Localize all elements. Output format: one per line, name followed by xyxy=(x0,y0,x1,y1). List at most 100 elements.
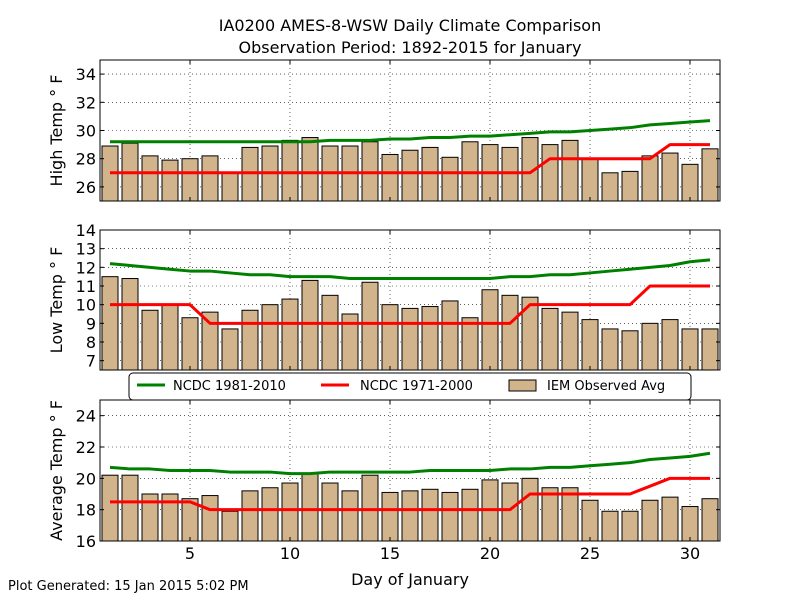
bar-low-day-29 xyxy=(661,319,679,370)
legend: NCDC 1981-2010 NCDC 1971-2000 IEM Observ… xyxy=(128,372,692,401)
bar-low-day-4 xyxy=(161,304,179,370)
bar-low-day-24 xyxy=(561,311,579,370)
bar-avg-day-13 xyxy=(341,490,359,541)
bar-low-day-27 xyxy=(621,330,639,370)
y-tick-label-low: 7 xyxy=(86,352,96,371)
legend-swatch-observed xyxy=(508,379,537,392)
x-axis-label: Day of January xyxy=(351,570,469,589)
line-high-ncdc-1971 xyxy=(110,143,710,175)
bar-avg-day-10 xyxy=(281,482,299,541)
bar-high-day-15 xyxy=(381,153,399,201)
x-tick-label: 25 xyxy=(580,544,600,563)
y-axis-label-low: Low Temp ° F xyxy=(47,247,66,354)
y-tick-label-high: 30 xyxy=(76,122,96,141)
legend-label-ncdc-1971: NCDC 1971-2000 xyxy=(360,379,473,394)
y-tick-label-low: 8 xyxy=(86,333,96,352)
panel-avg: 16 18 20 22 24 5 10 15 20 25 30 Average Temp ° F xyxy=(47,399,721,563)
bar-low-day-18 xyxy=(441,300,459,370)
bar-low-day-10 xyxy=(281,298,299,370)
bar-avg-day-29 xyxy=(661,496,679,541)
y-tick-label-high: 26 xyxy=(76,178,96,197)
bar-low-day-30 xyxy=(681,328,699,370)
bar-low-day-26 xyxy=(601,328,619,370)
line-avg-ncdc-1981 xyxy=(109,451,711,476)
bar-low-day-25 xyxy=(581,319,599,370)
bar-high-day-26 xyxy=(601,172,619,201)
y-tick-label-high: 34 xyxy=(76,65,96,84)
panel-high: 26 28 30 32 34 High Temp ° F xyxy=(47,59,721,202)
bar-low-day-22 xyxy=(521,296,539,370)
y-tick-label-avg: 22 xyxy=(76,438,96,457)
line-low-ncdc-1971 xyxy=(110,284,710,325)
bar-low-day-23 xyxy=(541,307,559,370)
y-axis-label-high: High Temp ° F xyxy=(47,75,66,187)
y-tick-label-low: 12 xyxy=(76,258,96,277)
legend-label-observed: IEM Observed Avg xyxy=(547,379,665,394)
bar-avg-day-19 xyxy=(461,488,479,541)
y-tick-label-high: 28 xyxy=(76,150,96,169)
plot-generated-footer: Plot Generated: 15 Jan 2015 5:02 PM xyxy=(8,579,249,594)
bar-low-day-1 xyxy=(101,276,119,370)
bar-avg-day-16 xyxy=(401,490,419,541)
bar-avg-day-15 xyxy=(381,491,399,541)
bar-low-day-3 xyxy=(141,309,159,370)
bar-low-day-12 xyxy=(321,294,339,370)
bar-low-day-9 xyxy=(261,304,279,370)
bar-high-day-10 xyxy=(281,139,299,201)
bar-low-day-7 xyxy=(221,328,239,370)
bar-low-day-31 xyxy=(701,328,719,370)
bar-avg-day-18 xyxy=(441,491,459,541)
bar-avg-day-9 xyxy=(261,487,279,541)
line-high-ncdc-1981 xyxy=(110,119,711,144)
bar-avg-day-24 xyxy=(561,487,579,541)
y-tick-label-low: 10 xyxy=(76,296,96,315)
bar-high-day-31 xyxy=(701,148,719,201)
bar-high-day-16 xyxy=(401,149,419,201)
bar-avg-day-25 xyxy=(581,499,599,541)
bar-low-day-6 xyxy=(201,311,219,370)
line-low-ncdc-1981 xyxy=(109,258,711,281)
y-tick-label-low: 13 xyxy=(76,240,96,259)
bar-avg-day-23 xyxy=(541,487,559,541)
bar-avg-day-4 xyxy=(161,493,179,541)
bar-high-day-25 xyxy=(581,158,599,201)
x-tick-label: 5 xyxy=(185,544,195,563)
plot-area-low xyxy=(101,258,719,370)
bar-avg-day-14 xyxy=(361,474,379,541)
bar-low-day-2 xyxy=(121,278,139,370)
bar-avg-day-1 xyxy=(101,474,119,541)
bar-high-day-11 xyxy=(301,137,319,201)
y-tick-label-avg: 24 xyxy=(76,407,96,426)
bar-high-day-30 xyxy=(681,163,699,201)
x-tick-label: 15 xyxy=(380,544,400,563)
bar-low-day-13 xyxy=(341,313,359,370)
x-tick-label: 20 xyxy=(480,544,500,563)
bar-avg-day-28 xyxy=(641,499,659,541)
bar-high-day-23 xyxy=(541,144,559,201)
bar-low-day-16 xyxy=(401,307,419,370)
bar-low-day-20 xyxy=(481,289,499,370)
bar-low-day-8 xyxy=(241,309,259,370)
y-tick-label-avg: 16 xyxy=(76,532,96,551)
bar-avg-day-7 xyxy=(221,510,239,541)
x-tick-label: 10 xyxy=(280,544,300,563)
bar-avg-day-2 xyxy=(121,474,139,541)
y-tick-label-low: 14 xyxy=(76,221,96,240)
bar-avg-day-11 xyxy=(301,473,319,541)
bar-high-day-4 xyxy=(161,159,179,201)
x-tick-label: 30 xyxy=(680,544,700,563)
bar-high-day-7 xyxy=(221,172,239,201)
bar-avg-day-31 xyxy=(701,498,719,541)
bar-avg-day-22 xyxy=(521,477,539,541)
bar-avg-day-21 xyxy=(501,482,519,541)
plot-frame-low xyxy=(99,229,721,371)
y-tick-label-low: 9 xyxy=(86,314,96,333)
bar-high-day-29 xyxy=(661,152,679,201)
bar-low-day-5 xyxy=(181,317,199,370)
bar-high-day-5 xyxy=(181,158,199,201)
bar-avg-day-6 xyxy=(201,495,219,541)
bar-high-day-22 xyxy=(521,137,539,201)
bar-avg-day-8 xyxy=(241,490,259,541)
bar-high-day-18 xyxy=(441,156,459,201)
